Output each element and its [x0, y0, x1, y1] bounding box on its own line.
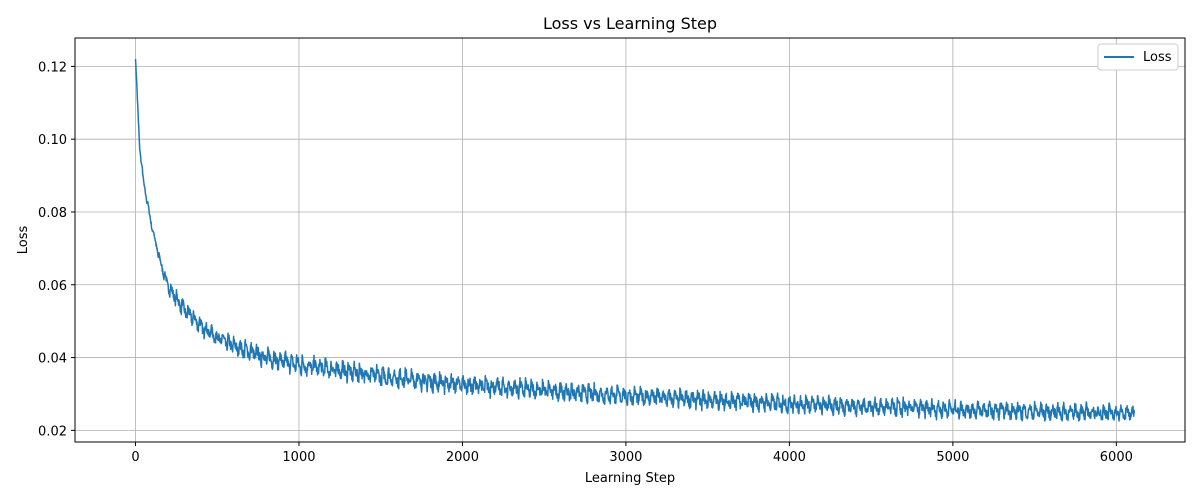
- y-tick-label: 0.06: [38, 279, 67, 294]
- x-tick-label: 1000: [282, 450, 315, 465]
- x-axis-label: Learning Step: [585, 471, 675, 486]
- legend-box: [1097, 43, 1179, 71]
- series-line-loss: [134, 59, 1136, 422]
- y-tick-label: 0.08: [38, 206, 67, 221]
- x-tick-label: 5000: [936, 450, 969, 465]
- chart-title: Loss vs Learning Step: [543, 14, 717, 33]
- y-tick-label: 0.04: [38, 352, 67, 367]
- grid-layer: [75, 38, 1185, 442]
- y-tick-label: 0.02: [38, 424, 67, 439]
- y-axis-label: Loss: [16, 226, 31, 255]
- plot-frame: [74, 37, 1186, 443]
- x-tick-label: 4000: [773, 450, 806, 465]
- y-tick-label: 0.10: [38, 133, 67, 148]
- x-tick-label: 0: [131, 450, 139, 465]
- x-tick-label: 3000: [609, 450, 642, 465]
- legend: Loss: [1097, 43, 1179, 71]
- series-layer: [134, 59, 1136, 422]
- y-tick-label: 0.12: [38, 60, 67, 75]
- x-tick-label: 6000: [1100, 450, 1133, 465]
- ticks-layer: 0 1000 2000 3000 4000 5000 6000 0.02 0.04 0.06 0.0…: [38, 60, 1133, 465]
- legend-label-loss: Loss: [1143, 50, 1172, 65]
- x-tick-label: 2000: [446, 450, 479, 465]
